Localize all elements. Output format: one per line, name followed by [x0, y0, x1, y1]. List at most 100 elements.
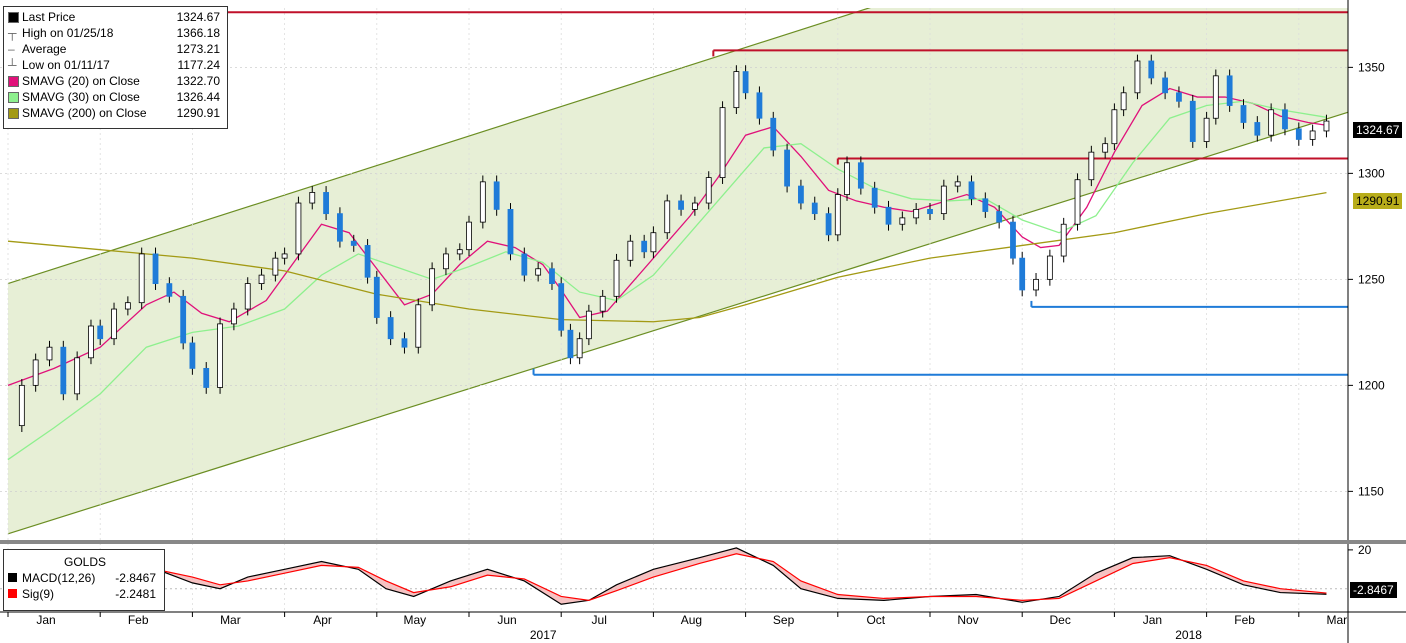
candle-body-101: [1323, 120, 1330, 132]
candle-body-3: [46, 346, 53, 361]
candle-body-99: [1295, 128, 1302, 140]
y-tick-label-1250: 1250: [1358, 272, 1385, 286]
legend-value: 1177.24: [177, 58, 221, 72]
channel-upper-line: [7, 8, 871, 285]
candle-body-74: [968, 181, 975, 200]
candle-body-11: [152, 253, 159, 284]
candle-body-87: [1134, 60, 1141, 94]
legend-label: Last Price: [22, 10, 76, 24]
candle-body-47: [613, 259, 620, 297]
x-tick-label-14: Mar: [1326, 613, 1347, 627]
signal-line: [7, 553, 1327, 601]
y-tick-label-1350: 1350: [1358, 60, 1385, 74]
candle-body-57: [742, 71, 749, 94]
candle-body-51: [664, 200, 671, 234]
x-tick-label-0: Jan: [36, 613, 55, 627]
candle-body-23: [309, 192, 316, 204]
x-tick-label-8: Sep: [773, 613, 795, 627]
candle-body-46: [599, 295, 606, 312]
candle-body-69: [899, 217, 906, 225]
macd-value-label: -2.8467: [1350, 582, 1397, 598]
legend-value: 1326.44: [176, 90, 220, 104]
candle-body-39: [521, 253, 528, 276]
legend-value: -2.8467: [115, 571, 156, 585]
candle-body-32: [429, 268, 436, 306]
y-tick-label-1200: 1200: [1358, 378, 1385, 392]
legend-row: SMAVG (20) on Close 1322.70: [8, 73, 224, 89]
candle-body-68: [885, 206, 892, 225]
legend-value: 1324.67: [176, 10, 220, 24]
candle-body-45: [585, 310, 592, 340]
candle-body-67: [871, 187, 878, 208]
last-price-label: 1324.67: [1353, 122, 1403, 138]
candle-body-43: [567, 329, 574, 359]
candle-body-1: [18, 384, 25, 427]
candle-body-73: [954, 181, 961, 187]
candle-body-10: [138, 253, 145, 304]
year-label-0: 2017: [530, 628, 557, 642]
candle-body-49: [641, 240, 648, 253]
candle-body-80: [1046, 255, 1053, 280]
x-tick-label-13: Feb: [1234, 613, 1255, 627]
candle-body-96: [1254, 122, 1261, 136]
macd-line: [7, 547, 1327, 605]
legend-row: ┴ Low on 01/11/17 1177.24: [8, 57, 224, 73]
candle-body-56: [733, 71, 740, 109]
x-tick-label-5: Jun: [497, 613, 516, 627]
candle-body-90: [1176, 92, 1182, 102]
legend-row: SMAVG (30) on Close 1326.44: [8, 89, 224, 105]
legend-label: Low on 01/11/17: [22, 58, 110, 72]
candle-body-75: [982, 198, 989, 212]
legend-swatch: [8, 589, 17, 598]
candle-body-66: [857, 162, 864, 189]
macd-hist-band: [8, 547, 1327, 605]
candle-body-5: [74, 357, 81, 395]
candle-body-88: [1148, 60, 1155, 79]
candle-body-37: [493, 181, 500, 210]
legend-swatch: [8, 92, 19, 103]
candle-body-70: [913, 208, 920, 219]
legend-row: ┬ High on 01/25/18 1366.18: [8, 25, 224, 41]
candle-body-33: [443, 253, 449, 270]
macd-legend: GOLDS MACD(12,26) -2.8467 Sig(9) -2.2481: [3, 549, 165, 611]
panel-separator: [0, 540, 1406, 544]
candle-body-77: [1010, 221, 1016, 259]
candle-body-94: [1226, 75, 1233, 106]
macd-legend-row: MACD(12,26) -2.8467: [8, 570, 160, 586]
candle-body-95: [1240, 105, 1247, 123]
candle-body-53: [691, 202, 698, 210]
candle-body-13: [180, 295, 187, 344]
candle-body-35: [466, 221, 472, 251]
candle-body-71: [927, 208, 933, 215]
candle-body-41: [549, 268, 555, 285]
y-tick-label-1300: 1300: [1358, 166, 1385, 180]
candle-body-63: [825, 213, 832, 236]
candle-body-18: [244, 283, 251, 310]
legend-value: -2.2481: [115, 587, 156, 601]
candle-body-34: [456, 249, 463, 255]
candle-body-98: [1282, 109, 1288, 130]
legend-value: 1273.21: [176, 42, 220, 56]
x-tick-label-3: Apr: [313, 613, 332, 627]
candle-body-91: [1189, 100, 1196, 142]
legend-label: SMAVG (30) on Close: [22, 90, 140, 104]
candle-body-83: [1088, 151, 1095, 181]
candle-body-44: [576, 338, 583, 359]
chart-legend: Last Price 1324.67 ┬ High on 01/25/18 1366.1…: [3, 6, 228, 129]
candle-body-92: [1203, 117, 1210, 142]
candle-body-40: [535, 268, 542, 276]
x-tick-label-7: Aug: [681, 613, 702, 627]
avg-marker-icon: –: [8, 42, 15, 56]
candle-body-72: [940, 185, 947, 215]
candle-body-6: [88, 325, 94, 359]
legend-row: Last Price 1324.67: [8, 9, 224, 25]
sma-line-2: [7, 191, 1327, 323]
y-tick-label-1150: 1150: [1358, 484, 1384, 498]
candle-body-29: [387, 317, 394, 340]
candle-body-86: [1120, 92, 1127, 111]
legend-swatch: [8, 573, 17, 582]
candle-body-93: [1212, 75, 1219, 119]
legend-label: Sig(9): [22, 587, 55, 601]
candle-body-64: [834, 194, 841, 236]
